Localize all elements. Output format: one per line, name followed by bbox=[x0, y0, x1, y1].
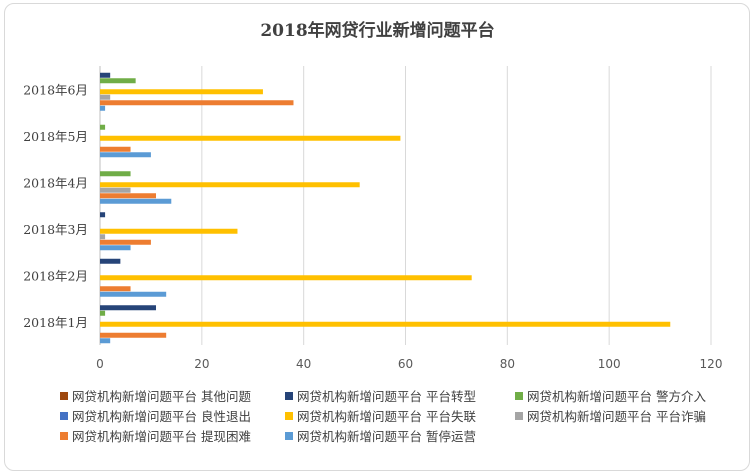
x-tick-label: 60 bbox=[398, 357, 413, 371]
bar-5-5 bbox=[100, 78, 136, 84]
legend-item: 网贷机构新增问题平台 平台转型 bbox=[285, 386, 476, 405]
bar-5-2 bbox=[100, 94, 111, 100]
bar-0-0 bbox=[100, 338, 111, 344]
category-label: 2018年2月 bbox=[23, 268, 88, 283]
legend-label: 网贷机构新增问题平台 暂停运营 bbox=[297, 429, 476, 444]
bar-3-2 bbox=[100, 187, 131, 193]
legend-swatch bbox=[285, 411, 293, 420]
bar-2-2 bbox=[100, 234, 106, 240]
bar-4-0 bbox=[100, 152, 151, 158]
bar-3-5 bbox=[100, 171, 131, 177]
legend-swatch bbox=[515, 411, 523, 420]
bar-2-0 bbox=[100, 245, 131, 251]
legend-swatch bbox=[60, 411, 68, 420]
bar-0-6 bbox=[100, 305, 157, 311]
bar-5-6 bbox=[100, 72, 111, 78]
legend-item: 网贷机构新增问题平台 平台诈骗 bbox=[515, 406, 706, 425]
bar-4-3 bbox=[100, 135, 401, 141]
legend-item: 网贷机构新增问题平台 良性退出 bbox=[60, 406, 251, 425]
category-label: 2018年3月 bbox=[23, 222, 88, 237]
legend-label: 网贷机构新增问题平台 平台诈骗 bbox=[527, 409, 706, 424]
bar-0-5 bbox=[100, 310, 106, 316]
category-label: 2018年1月 bbox=[23, 315, 88, 330]
bar-2-6 bbox=[100, 212, 106, 218]
bar-5-3 bbox=[100, 89, 263, 95]
x-tick-label: 0 bbox=[96, 357, 104, 371]
legend-swatch bbox=[60, 431, 68, 440]
legend-item: 网贷机构新增问题平台 暂停运营 bbox=[285, 426, 476, 445]
legend-item: 网贷机构新增问题平台 平台失联 bbox=[285, 406, 476, 425]
bar-5-1 bbox=[100, 100, 294, 106]
legend-label: 网贷机构新增问题平台 平台转型 bbox=[297, 389, 476, 404]
x-tick-label: 120 bbox=[700, 357, 723, 371]
legend-label: 网贷机构新增问题平台 其他问题 bbox=[72, 389, 251, 404]
bar-1-6 bbox=[100, 258, 121, 264]
bar-5-0 bbox=[100, 105, 106, 111]
category-label: 2018年5月 bbox=[23, 129, 88, 144]
legend-swatch bbox=[515, 391, 523, 400]
bar-3-3 bbox=[100, 182, 360, 188]
bar-1-1 bbox=[100, 286, 131, 292]
bar-1-0 bbox=[100, 291, 167, 297]
legend-swatch bbox=[285, 391, 293, 400]
bar-4-5 bbox=[100, 124, 106, 130]
category-label: 2018年6月 bbox=[23, 82, 88, 97]
legend-item: 网贷机构新增问题平台 提现困难 bbox=[60, 426, 251, 445]
legend-label: 网贷机构新增问题平台 良性退出 bbox=[72, 409, 251, 424]
category-label: 2018年4月 bbox=[23, 175, 88, 190]
bar-0-3 bbox=[100, 321, 671, 327]
legend-item: 网贷机构新增问题平台 警方介入 bbox=[515, 386, 706, 405]
x-tick-label: 80 bbox=[500, 357, 515, 371]
bar-1-3 bbox=[100, 275, 472, 281]
x-tick-label: 40 bbox=[296, 357, 311, 371]
legend-label: 网贷机构新增问题平台 警方介入 bbox=[527, 389, 706, 404]
bar-3-0 bbox=[100, 198, 172, 204]
bar-0-1 bbox=[100, 332, 167, 338]
legend-item: 网贷机构新增问题平台 其他问题 bbox=[60, 386, 251, 405]
bar-4-1 bbox=[100, 146, 131, 152]
chart-title: 2018年网贷行业新增问题平台 bbox=[260, 21, 495, 41]
x-tick-label: 20 bbox=[194, 357, 209, 371]
bar-2-1 bbox=[100, 239, 151, 245]
legend-label: 网贷机构新增问题平台 平台失联 bbox=[297, 409, 476, 424]
legend-swatch bbox=[285, 431, 293, 440]
x-tick-label: 100 bbox=[598, 357, 621, 371]
bar-3-1 bbox=[100, 193, 157, 199]
bar-2-3 bbox=[100, 228, 238, 234]
legend-swatch bbox=[60, 391, 68, 400]
legend-label: 网贷机构新增问题平台 提现困难 bbox=[72, 429, 251, 444]
